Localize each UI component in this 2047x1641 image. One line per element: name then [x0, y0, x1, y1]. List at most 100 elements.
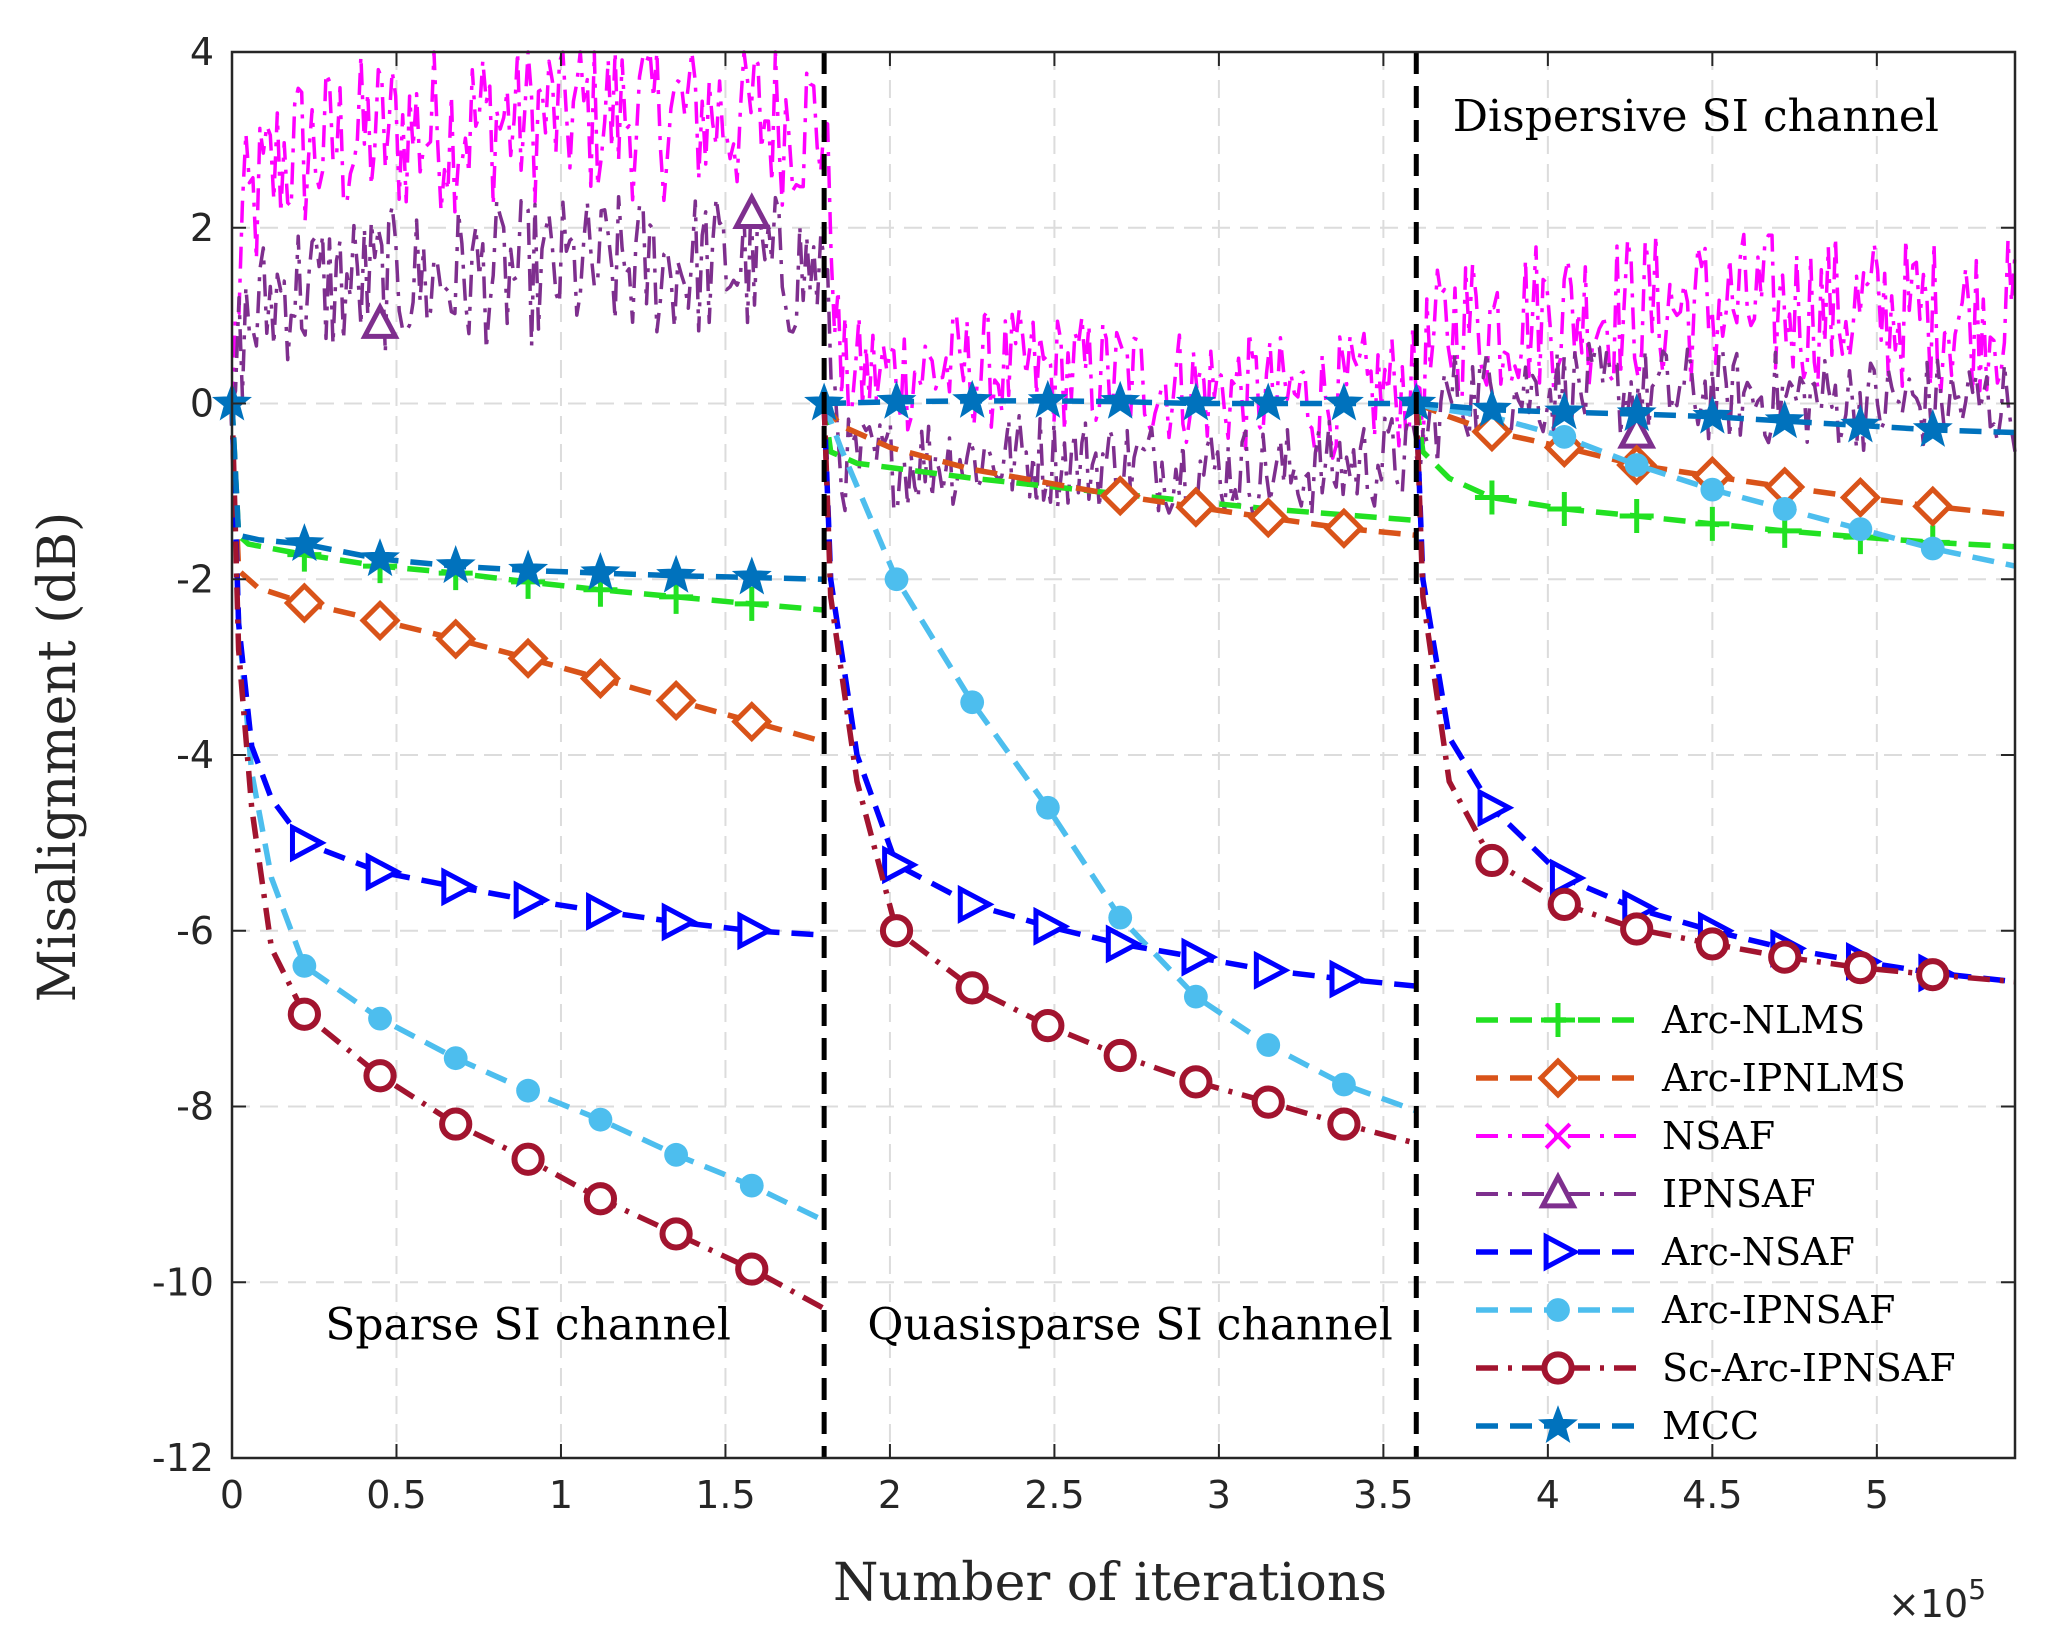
marker-triangle-up: [1538, 1171, 1578, 1209]
series-arc-ipnsaf: [229, 400, 2016, 1224]
marker-diamond: [435, 618, 477, 660]
marker-asterisk: [588, 1107, 613, 1132]
x-tick-label: 0: [220, 1473, 244, 1517]
marker-plus: [1695, 506, 1730, 541]
marker-star: [1100, 380, 1141, 419]
marker-star: [1912, 408, 1953, 447]
legend-item: Arc-NLMS: [1476, 998, 1865, 1042]
marker-diamond: [1912, 485, 1954, 527]
marker-asterisk: [1552, 424, 1577, 449]
legend-item: MCC: [1476, 1404, 1759, 1448]
marker-asterisk: [1332, 1072, 1356, 1097]
marker-asterisk: [1108, 905, 1133, 930]
marker-asterisk: [1035, 795, 1060, 820]
y-tick-label: -10: [152, 1260, 214, 1304]
marker-star: [1764, 400, 1805, 439]
legend-label: IPNSAF: [1662, 1172, 1816, 1216]
marker-triangle-right: [882, 845, 919, 885]
marker-circle: [1547, 887, 1581, 921]
marker-triangle-right: [289, 823, 327, 863]
marker-circle: [287, 997, 321, 1031]
marker-triangle-right: [737, 911, 775, 951]
marker-circle: [583, 1182, 618, 1216]
marker-triangle-right: [1181, 937, 1219, 977]
marker-circle: [879, 914, 914, 948]
marker-triangle-up: [732, 192, 772, 229]
legend-label: Arc-NLMS: [1661, 998, 1865, 1042]
marker-asterisk: [1256, 1033, 1281, 1057]
series-line: [230, 194, 826, 404]
marker-diamond: [283, 582, 325, 624]
y-tick-label: -6: [176, 909, 214, 953]
marker-diamond: [1323, 507, 1365, 549]
marker-plus: [734, 586, 769, 621]
series-line: [821, 403, 1417, 989]
marker-triangle-right: [661, 902, 699, 942]
marker-star: [1544, 391, 1585, 430]
annotations: Sparse SI channel Quasisparse SI channel D…: [325, 91, 1939, 1350]
marker-plus: [1619, 498, 1654, 533]
marker-star: [1616, 393, 1657, 432]
legend-item: IPNSAF: [1476, 1171, 1816, 1216]
marker-circle: [1916, 958, 1950, 992]
marker-star: [952, 379, 993, 418]
y-tick-label: 4: [190, 30, 214, 74]
legend-item: Arc-IPNSAF: [1476, 1288, 1895, 1332]
marker-circle: [363, 1059, 397, 1093]
marker-diamond: [1537, 1057, 1579, 1099]
series-line: [229, 403, 825, 938]
marker-circle: [1327, 1107, 1361, 1141]
marker-diamond: [359, 600, 401, 642]
x-tick-label: 3: [1207, 1473, 1231, 1517]
x-tick-label: 3.5: [1353, 1473, 1413, 1517]
axis-ticks: 0 0.5 1 1.5 2 2.5 3 3.5 4 4.5 5 4 2 0 -2 -4 -6 -8 -10 -12: [152, 30, 2015, 1517]
legend: Arc-NLMS Arc-IPNLMS NSAF IPNSAF Arc-NSAF Arc-…: [1476, 998, 1956, 1448]
marker-star: [1027, 379, 1068, 418]
marker-star: [360, 538, 400, 577]
series-sc-arc-ipnsaf: [229, 403, 2016, 1312]
marker-plus: [1541, 1003, 1575, 1037]
x-axis-multiplier: ×105: [1888, 1573, 1986, 1626]
marker-triangle-right: [513, 880, 551, 920]
y-tick-label: 2: [190, 206, 214, 250]
marker-asterisk: [443, 1046, 468, 1071]
marker-star: [1323, 382, 1364, 421]
legend-item: Arc-IPNLMS: [1476, 1056, 1906, 1100]
legend-label: Sc-Arc-IPNSAF: [1662, 1346, 1956, 1390]
marker-asterisk: [368, 1006, 392, 1031]
marker-asterisk: [516, 1078, 540, 1103]
marker-triangle-right: [1033, 906, 1071, 946]
marker-star: [435, 545, 476, 584]
marker-asterisk: [292, 954, 317, 978]
marker-triangle-right: [1477, 788, 1515, 828]
marker-star: [1471, 388, 1512, 427]
channel-change-lines: [821, 52, 1419, 1458]
marker-circle: [511, 1142, 545, 1176]
marker-triangle-right: [1549, 858, 1587, 898]
x-tick-label: 4.5: [1682, 1473, 1742, 1517]
y-tick-label: -12: [152, 1436, 214, 1480]
marker-circle: [1695, 927, 1729, 961]
marker-diamond: [1247, 497, 1289, 539]
marker-diamond: [507, 637, 549, 679]
marker-triangle-up: [360, 302, 400, 339]
marker-diamond: [1839, 476, 1881, 519]
legend-item: Arc-NSAF: [1476, 1230, 1855, 1274]
channel-annotation: Dispersive SI channel: [1453, 91, 1939, 142]
marker-star: [1248, 382, 1289, 421]
marker-plus: [1547, 491, 1582, 526]
series-mcc: [212, 379, 2016, 595]
marker-asterisk: [1772, 497, 1797, 521]
marker-circle: [1541, 1351, 1575, 1385]
marker-triangle-right: [1105, 924, 1143, 964]
series-line: [229, 403, 825, 745]
marker-triangle-right: [365, 852, 403, 892]
series-arc-ipnlms: [229, 400, 2016, 745]
series-line: [1416, 400, 2016, 436]
marker-triangle-right: [1543, 1232, 1581, 1272]
legend-label: Arc-IPNSAF: [1661, 1288, 1895, 1332]
legend-label: Arc-IPNLMS: [1661, 1056, 1906, 1100]
marker-asterisk: [1920, 536, 1945, 561]
x-axis-multiplier-base: ×10: [1888, 1582, 1968, 1626]
marker-circle: [1179, 1065, 1213, 1099]
